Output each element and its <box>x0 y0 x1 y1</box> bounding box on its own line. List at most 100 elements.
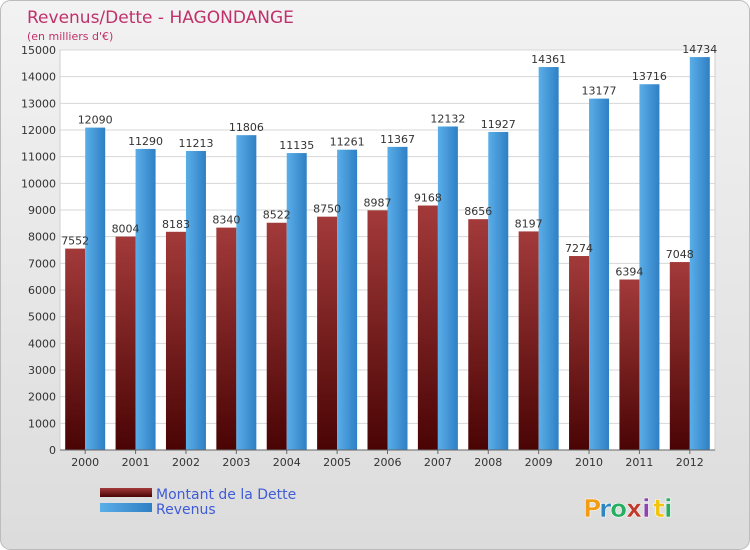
x-tick-label: 2007 <box>424 456 452 469</box>
bar-dette <box>216 227 237 450</box>
bar-dette <box>266 222 287 450</box>
data-label-dette: 8183 <box>162 218 190 231</box>
bar-dette <box>468 219 489 450</box>
data-label-revenus: 12090 <box>78 114 113 127</box>
logo-letter: P <box>583 494 601 523</box>
y-tick-label: 7000 <box>28 257 56 270</box>
legend-label-revenus: Revenus <box>156 502 216 518</box>
data-label-dette: 9168 <box>414 192 442 205</box>
x-tick-label: 2002 <box>172 456 200 469</box>
bar-revenus <box>185 150 206 450</box>
legend: Montant de la Dette Revenus <box>100 487 296 518</box>
bar-revenus <box>488 131 509 451</box>
x-tick-label: 2011 <box>625 456 653 469</box>
data-label-dette: 7552 <box>61 235 89 248</box>
chart-subtitle: (en milliers d'€) <box>27 30 113 43</box>
bar-revenus <box>538 67 559 450</box>
y-tick-label: 15000 <box>21 44 56 57</box>
data-label-dette: 7048 <box>666 248 694 261</box>
data-label-dette: 8522 <box>263 209 291 222</box>
x-tick-label: 2012 <box>676 456 704 469</box>
chart-title: Revenus/Dette - HAGONDANGE <box>27 8 294 28</box>
bar-revenus <box>639 84 660 451</box>
logo-letter: i <box>642 494 651 523</box>
bar-dette <box>115 236 136 450</box>
y-tick-label: 13000 <box>21 97 56 110</box>
data-label-revenus: 11367 <box>380 133 415 146</box>
data-label-revenus: 12132 <box>430 112 465 125</box>
x-tick-label: 2001 <box>122 456 150 469</box>
bar-dette <box>165 231 186 450</box>
x-tick-label: 2008 <box>474 456 502 469</box>
data-label-revenus: 14361 <box>531 53 566 66</box>
bars <box>65 57 710 451</box>
bar-revenus <box>337 149 358 450</box>
bar-dette <box>619 279 640 450</box>
legend-label-debt: Montant de la Dette <box>156 487 296 503</box>
y-axis-ticks: 0 1000 2000 3000 4000 5000 6000 7000 8000 9000 100… <box>21 44 56 457</box>
logo-letter: o <box>610 494 627 523</box>
legend-swatch-revenus <box>100 503 152 512</box>
bar-dette <box>518 231 539 450</box>
logo-letter: t <box>653 494 665 523</box>
data-label-revenus: 14734 <box>682 43 717 56</box>
bar-dette <box>317 216 338 450</box>
data-label-revenus: 11135 <box>279 139 314 152</box>
y-tick-label: 2000 <box>28 391 56 404</box>
x-tick-label: 2004 <box>273 456 301 469</box>
bar-dette <box>417 205 438 450</box>
y-tick-label: 12000 <box>21 124 56 137</box>
data-label-dette: 8750 <box>313 203 341 216</box>
data-label-dette: 7274 <box>565 242 593 255</box>
y-tick-label: 14000 <box>21 71 56 84</box>
bar-revenus <box>387 146 408 450</box>
y-tick-label: 6000 <box>28 284 56 297</box>
x-tick-label: 2009 <box>525 456 553 469</box>
data-label-revenus: 13177 <box>582 85 617 98</box>
x-tick-label: 2006 <box>374 456 402 469</box>
y-tick-label: 0 <box>49 444 56 457</box>
x-axis-ticks: 2000 2001 2002 2003 2004 2005 2006 2007 2008 2009… <box>71 450 704 469</box>
bar-revenus <box>236 135 257 450</box>
x-tick-label: 2003 <box>222 456 250 469</box>
data-label-dette: 6394 <box>615 265 643 278</box>
y-tick-label: 8000 <box>28 231 56 244</box>
bar-dette <box>65 248 86 450</box>
bar-revenus <box>589 98 610 450</box>
logo-letter: r <box>599 494 612 523</box>
data-label-dette: 8656 <box>464 205 492 218</box>
logo-letter: i <box>664 494 673 523</box>
bar-dette <box>669 262 690 450</box>
y-tick-label: 9000 <box>28 204 56 217</box>
x-tick-label: 2005 <box>323 456 351 469</box>
data-label-revenus: 11290 <box>128 135 163 148</box>
logo-letter: x <box>626 494 642 523</box>
x-tick-label: 2010 <box>575 456 603 469</box>
data-label-dette: 8197 <box>515 217 543 230</box>
y-tick-label: 11000 <box>21 151 56 164</box>
data-label-dette: 8987 <box>364 196 392 209</box>
data-label-revenus: 11927 <box>481 118 516 131</box>
bar-revenus <box>286 153 307 451</box>
bar-revenus <box>85 127 106 450</box>
y-tick-label: 3000 <box>28 364 56 377</box>
data-label-revenus: 13716 <box>632 70 667 83</box>
data-label-revenus: 11261 <box>330 136 365 149</box>
y-tick-label: 4000 <box>28 337 56 350</box>
data-labels: 7552 12090 8004 11290 8183 11213 8340 11806 8522… <box>61 43 717 278</box>
data-label-revenus: 11213 <box>178 137 213 150</box>
data-label-dette: 8340 <box>212 214 240 227</box>
y-tick-label: 5000 <box>28 311 56 324</box>
data-label-dette: 8004 <box>112 223 140 236</box>
bar-revenus <box>135 148 156 450</box>
y-tick-label: 1000 <box>28 417 56 430</box>
bar-dette <box>367 210 388 450</box>
data-label-revenus: 11806 <box>229 121 264 134</box>
bar-dette <box>569 256 590 450</box>
legend-swatch-debt <box>100 488 152 497</box>
bar-revenus <box>437 126 458 450</box>
bar-revenus <box>689 57 710 451</box>
x-tick-label: 2000 <box>71 456 99 469</box>
